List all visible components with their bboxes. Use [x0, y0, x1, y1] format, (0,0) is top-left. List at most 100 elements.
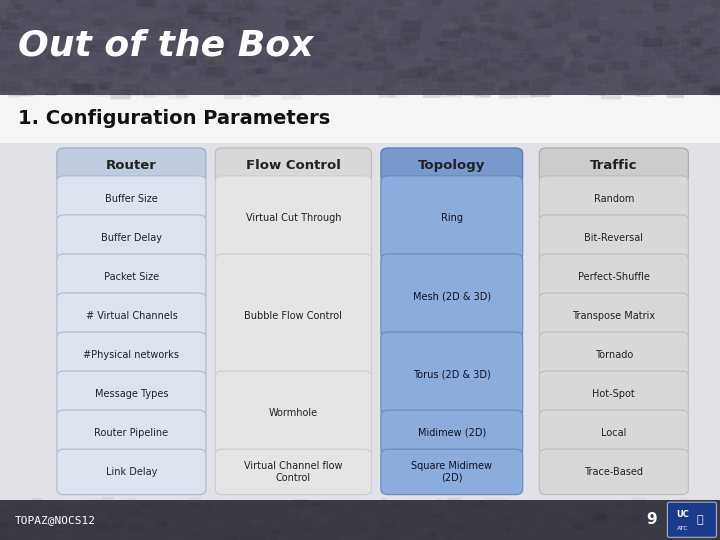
FancyBboxPatch shape: [631, 517, 642, 522]
FancyBboxPatch shape: [235, 512, 246, 517]
FancyBboxPatch shape: [552, 6, 570, 15]
FancyBboxPatch shape: [605, 529, 616, 534]
FancyBboxPatch shape: [121, 84, 139, 92]
FancyBboxPatch shape: [621, 0, 640, 9]
FancyBboxPatch shape: [291, 523, 298, 526]
FancyBboxPatch shape: [711, 83, 718, 87]
FancyBboxPatch shape: [86, 519, 93, 522]
FancyBboxPatch shape: [422, 73, 435, 80]
FancyBboxPatch shape: [342, 76, 354, 82]
FancyBboxPatch shape: [3, 19, 15, 25]
FancyBboxPatch shape: [618, 9, 627, 14]
FancyBboxPatch shape: [646, 79, 654, 83]
FancyBboxPatch shape: [580, 35, 593, 41]
FancyBboxPatch shape: [403, 534, 410, 538]
FancyBboxPatch shape: [590, 2, 600, 7]
FancyBboxPatch shape: [153, 22, 174, 32]
FancyBboxPatch shape: [439, 522, 444, 524]
FancyBboxPatch shape: [292, 91, 299, 95]
FancyBboxPatch shape: [50, 11, 59, 16]
FancyBboxPatch shape: [405, 19, 415, 25]
FancyBboxPatch shape: [690, 40, 701, 47]
FancyBboxPatch shape: [188, 8, 202, 15]
FancyBboxPatch shape: [110, 89, 131, 99]
FancyBboxPatch shape: [235, 28, 250, 35]
FancyBboxPatch shape: [75, 16, 82, 20]
FancyBboxPatch shape: [0, 65, 9, 73]
FancyBboxPatch shape: [361, 80, 369, 85]
FancyBboxPatch shape: [287, 24, 302, 31]
FancyBboxPatch shape: [498, 28, 513, 36]
FancyBboxPatch shape: [586, 522, 598, 528]
FancyBboxPatch shape: [466, 70, 475, 75]
FancyBboxPatch shape: [189, 497, 202, 504]
FancyBboxPatch shape: [143, 502, 152, 507]
FancyBboxPatch shape: [597, 8, 614, 16]
FancyBboxPatch shape: [207, 67, 228, 77]
FancyBboxPatch shape: [12, 6, 26, 13]
FancyBboxPatch shape: [608, 62, 626, 70]
FancyBboxPatch shape: [336, 43, 343, 46]
FancyBboxPatch shape: [284, 32, 304, 43]
FancyBboxPatch shape: [549, 75, 561, 81]
FancyBboxPatch shape: [7, 508, 12, 510]
FancyBboxPatch shape: [229, 535, 239, 539]
FancyBboxPatch shape: [307, 83, 325, 92]
FancyBboxPatch shape: [455, 57, 462, 61]
FancyBboxPatch shape: [153, 23, 166, 30]
FancyBboxPatch shape: [329, 34, 338, 39]
FancyBboxPatch shape: [605, 50, 624, 60]
FancyBboxPatch shape: [335, 17, 351, 25]
FancyBboxPatch shape: [711, 84, 720, 92]
FancyBboxPatch shape: [95, 75, 103, 79]
FancyBboxPatch shape: [21, 90, 35, 97]
FancyBboxPatch shape: [0, 85, 6, 91]
FancyBboxPatch shape: [526, 68, 539, 75]
FancyBboxPatch shape: [500, 10, 508, 15]
FancyBboxPatch shape: [250, 8, 264, 15]
FancyBboxPatch shape: [33, 45, 45, 52]
FancyBboxPatch shape: [23, 74, 39, 82]
FancyBboxPatch shape: [369, 515, 377, 519]
FancyBboxPatch shape: [281, 86, 294, 93]
FancyBboxPatch shape: [115, 17, 127, 24]
FancyBboxPatch shape: [274, 6, 289, 14]
FancyBboxPatch shape: [228, 520, 233, 523]
FancyBboxPatch shape: [93, 2, 113, 12]
FancyBboxPatch shape: [1, 503, 11, 508]
FancyBboxPatch shape: [224, 535, 237, 540]
FancyBboxPatch shape: [492, 0, 508, 6]
FancyBboxPatch shape: [585, 76, 597, 82]
FancyBboxPatch shape: [705, 49, 716, 55]
FancyBboxPatch shape: [488, 2, 501, 9]
FancyBboxPatch shape: [289, 12, 295, 16]
FancyBboxPatch shape: [634, 70, 649, 78]
FancyBboxPatch shape: [153, 64, 167, 72]
FancyBboxPatch shape: [27, 531, 34, 534]
FancyBboxPatch shape: [527, 64, 544, 72]
FancyBboxPatch shape: [384, 62, 397, 68]
FancyBboxPatch shape: [11, 511, 19, 516]
FancyBboxPatch shape: [166, 522, 175, 526]
Text: Flow Control: Flow Control: [246, 159, 341, 172]
FancyBboxPatch shape: [656, 524, 665, 529]
FancyBboxPatch shape: [534, 518, 543, 523]
FancyBboxPatch shape: [35, 534, 41, 538]
FancyBboxPatch shape: [252, 42, 265, 49]
FancyBboxPatch shape: [514, 501, 526, 507]
FancyBboxPatch shape: [390, 83, 402, 89]
FancyBboxPatch shape: [685, 38, 701, 45]
FancyBboxPatch shape: [424, 533, 430, 536]
FancyBboxPatch shape: [528, 529, 536, 532]
FancyBboxPatch shape: [618, 8, 630, 14]
FancyBboxPatch shape: [585, 50, 603, 58]
FancyBboxPatch shape: [32, 498, 42, 503]
FancyBboxPatch shape: [188, 503, 199, 508]
FancyBboxPatch shape: [98, 82, 113, 89]
FancyBboxPatch shape: [578, 40, 585, 44]
FancyBboxPatch shape: [334, 32, 343, 37]
FancyBboxPatch shape: [267, 508, 276, 511]
FancyBboxPatch shape: [438, 79, 456, 87]
FancyBboxPatch shape: [75, 44, 92, 52]
FancyBboxPatch shape: [656, 27, 672, 36]
